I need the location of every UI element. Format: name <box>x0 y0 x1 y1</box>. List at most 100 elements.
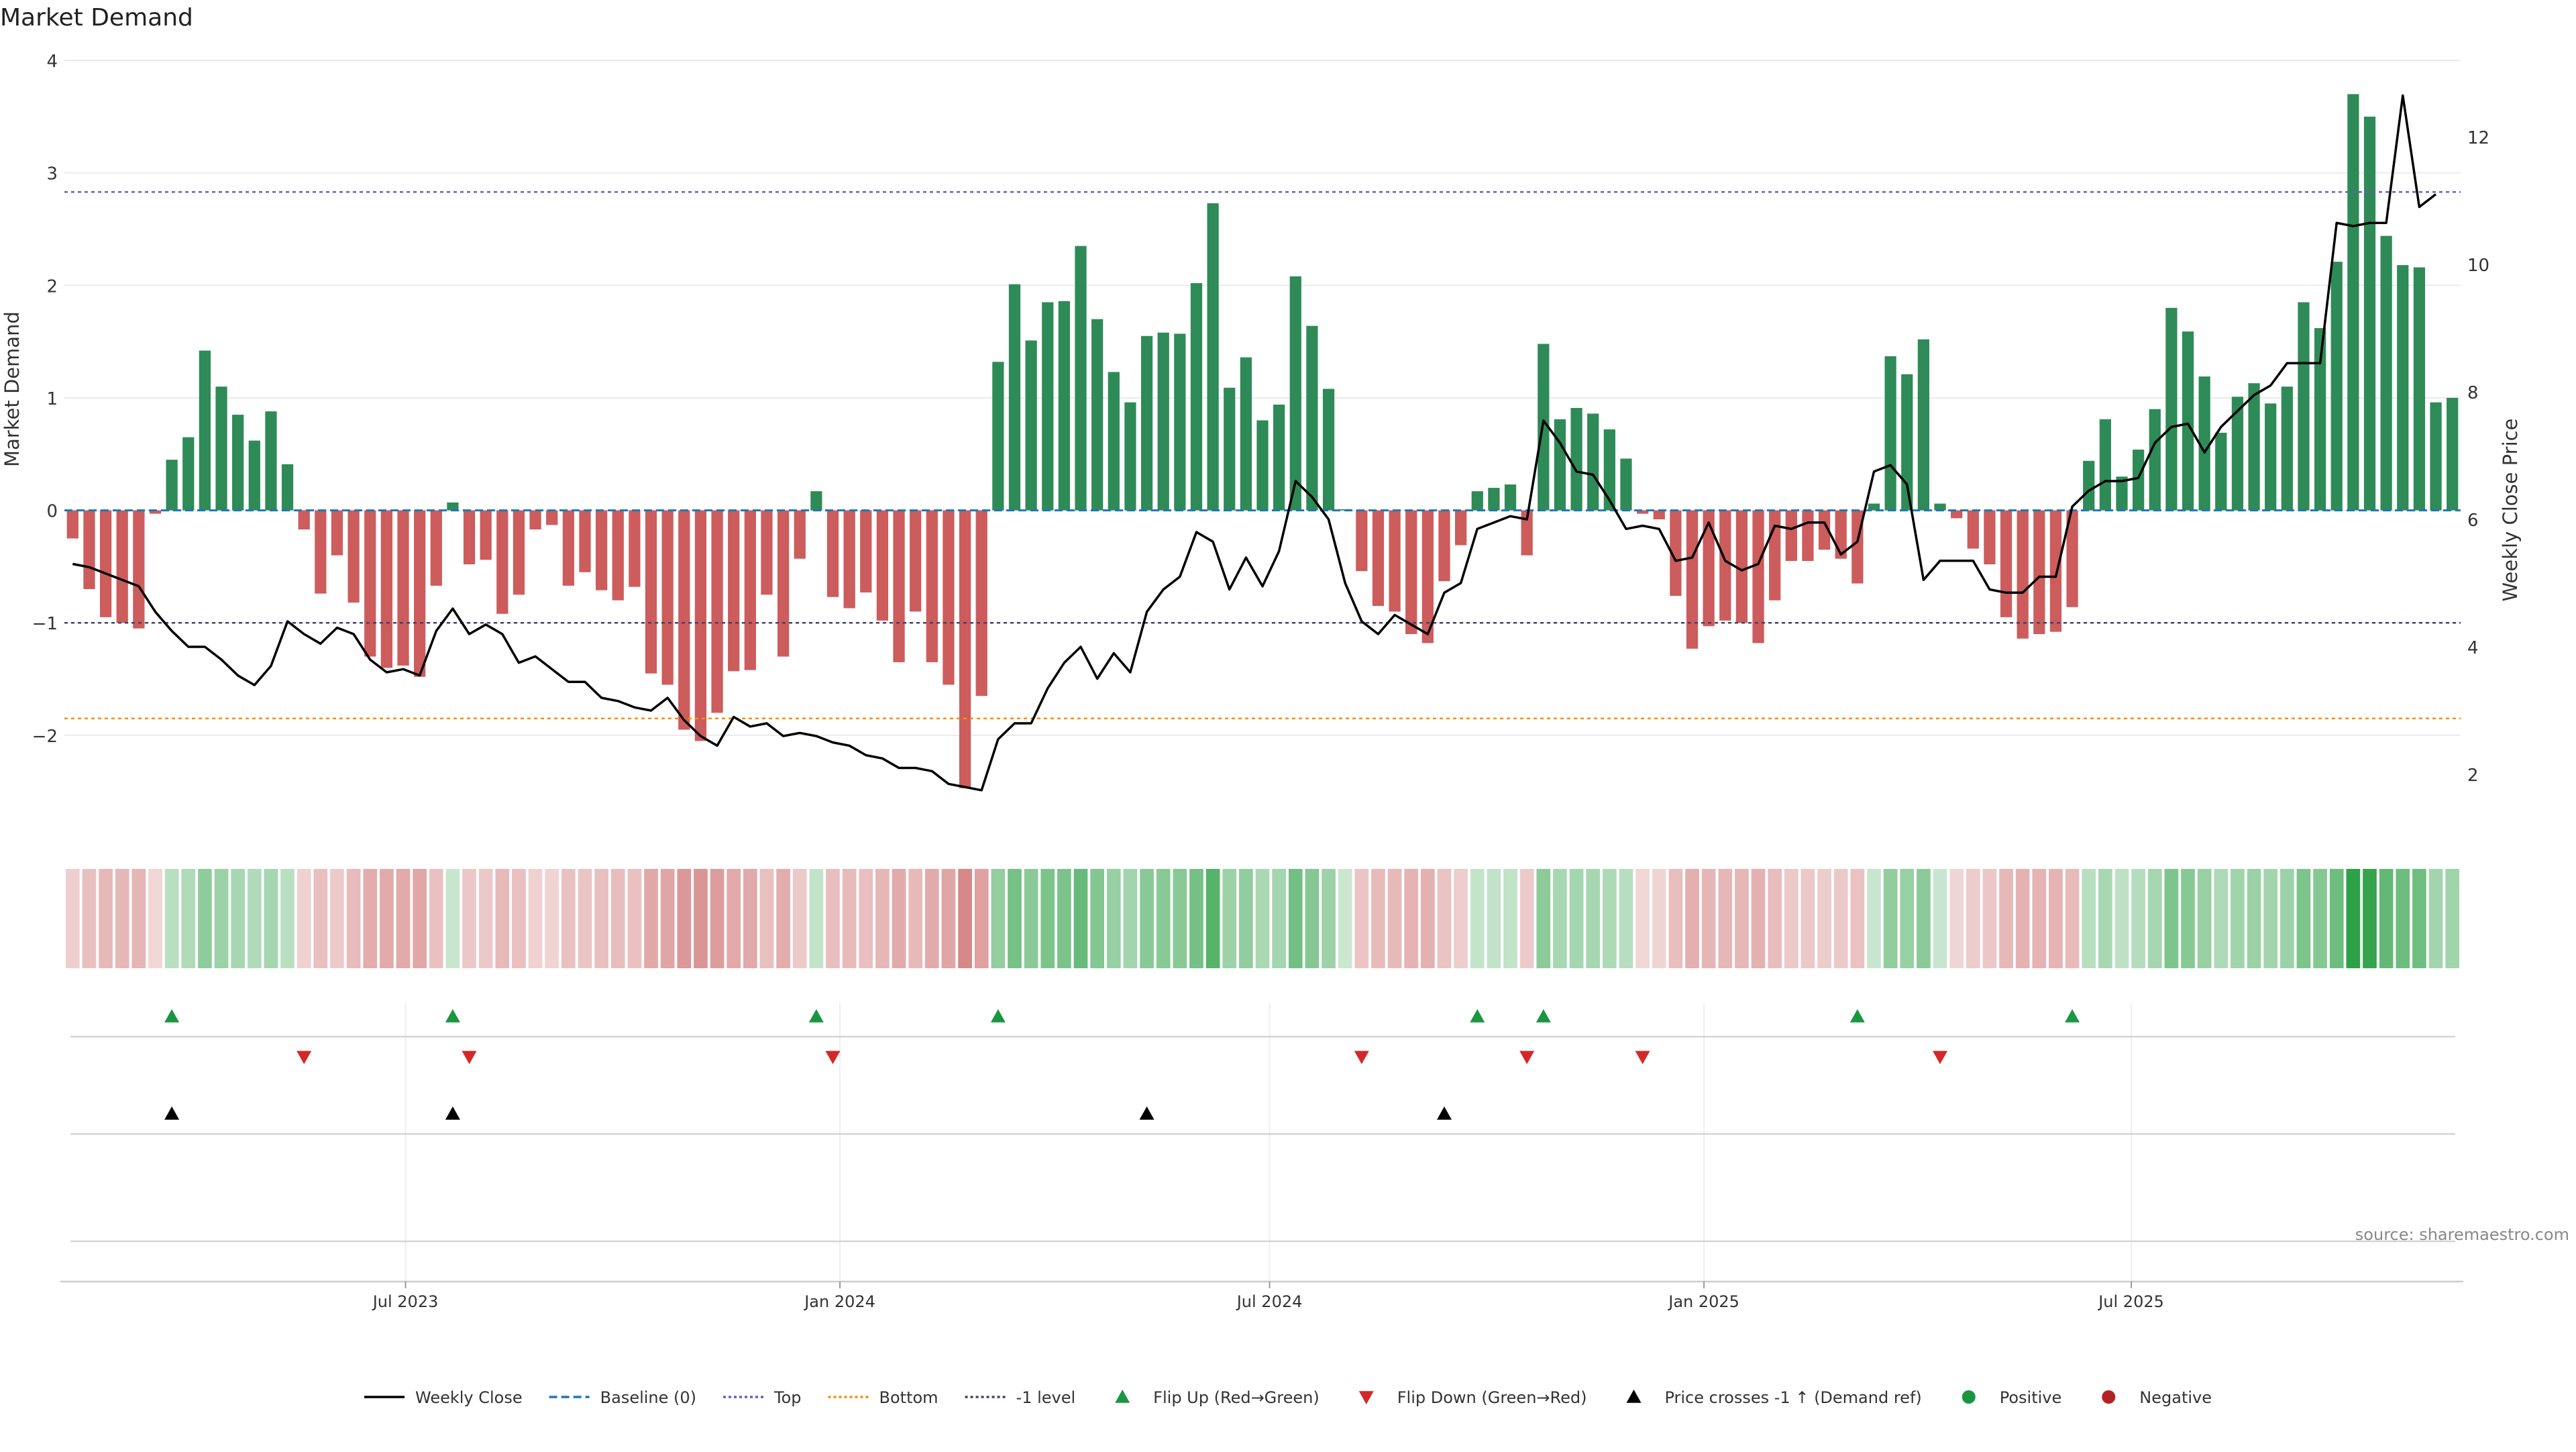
heat-strip-cell <box>528 869 543 968</box>
demand-bar <box>562 510 574 586</box>
demand-bar <box>1636 510 1649 514</box>
heat-strip-cell <box>280 869 294 968</box>
demand-bar <box>1785 510 1797 562</box>
heat-strip-cell <box>610 869 625 968</box>
demand-bar <box>678 510 690 730</box>
heat-strip-cell <box>1123 869 1138 968</box>
heat-strip-cell <box>2346 869 2361 968</box>
heat-strip-cell <box>2065 869 2080 968</box>
legend-item: Flip Down (Green→Red) <box>1358 1388 1587 1407</box>
demand-bar <box>910 510 922 612</box>
demand-bar <box>2248 383 2260 511</box>
heat-strip-cell <box>445 869 460 968</box>
demand-bar <box>447 502 459 511</box>
legend-item: Negative <box>2102 1388 2212 1407</box>
demand-bar <box>397 510 409 666</box>
demand-bar <box>876 510 889 621</box>
demand-bar <box>166 460 178 511</box>
legend-label: Baseline (0) <box>600 1388 696 1407</box>
heat-strip-cell <box>2114 869 2129 968</box>
demand-bar <box>2049 510 2062 632</box>
demand-bar <box>2380 236 2392 511</box>
heat-strip-cell <box>2049 869 2063 968</box>
demand-bar <box>1603 429 1615 511</box>
heat-strip-cell <box>2231 869 2245 968</box>
demand-bar <box>1653 510 1665 519</box>
heat-strip-cell <box>1454 869 1468 968</box>
heat-strip-cell <box>2098 869 2112 968</box>
demand-bar <box>2116 476 2128 511</box>
demand-bar <box>1273 405 1285 511</box>
heat-strip-cell <box>1768 869 1782 968</box>
heat-strip-cell <box>1536 869 1551 968</box>
heat-strip-cell <box>396 869 411 968</box>
heat-strip-cell <box>1487 869 1501 968</box>
demand-bar <box>364 510 376 657</box>
demand-bar <box>2149 409 2161 511</box>
heat-strip-cell <box>82 869 97 968</box>
heat-strip-cell <box>247 869 262 968</box>
heat-strip-cell <box>1668 869 1683 968</box>
demand-bar <box>1240 357 1252 511</box>
heat-strip-cell <box>2214 869 2229 968</box>
legend-label: Price crosses -1 ↑ (Demand ref) <box>1664 1388 1921 1407</box>
heat-strip-cell <box>694 869 708 968</box>
heat-strip-cell <box>1553 869 1567 968</box>
demand-bar <box>347 510 360 603</box>
heat-strip-cell <box>1999 869 2013 968</box>
demand-bar <box>1868 503 1880 511</box>
demand-bar <box>1488 488 1500 511</box>
heat-strip-cell <box>1140 869 1154 968</box>
demand-bar <box>1157 332 1169 511</box>
heat-strip-cell <box>1322 869 1336 968</box>
demand-bar <box>728 510 740 672</box>
demand-bar <box>794 510 806 559</box>
demand-bar <box>298 510 310 530</box>
heat-strip-cell <box>1189 869 1203 968</box>
demand-bar <box>463 510 476 565</box>
heat-strip-cell <box>2445 869 2460 968</box>
heat-strip-cell <box>627 869 642 968</box>
heat-strip-cell <box>164 869 179 968</box>
demand-bar <box>1554 419 1566 511</box>
demand-bar <box>546 510 558 525</box>
demand-bar <box>975 510 987 696</box>
heat-strip-cell <box>115 869 129 968</box>
demand-bar <box>2281 386 2293 511</box>
demand-bar <box>529 510 541 530</box>
demand-bar <box>1224 387 1236 511</box>
heat-strip-cell <box>1569 869 1584 968</box>
demand-bar <box>1735 510 1748 623</box>
x-tick-label: Jul 2024 <box>1236 1292 1303 1311</box>
heat-strip-cell <box>908 869 923 968</box>
price-cross-marker <box>1436 1106 1452 1120</box>
heat-strip-cell <box>131 869 146 968</box>
heat-strip-cell <box>462 869 476 968</box>
demand-bar <box>1769 510 1781 601</box>
heat-strip-cell <box>859 869 873 968</box>
heat-strip-cell <box>1024 869 1038 968</box>
y2-tick-label: 12 <box>2467 128 2489 148</box>
demand-bar <box>1438 510 1450 582</box>
heat-strip-cell <box>1586 869 1601 968</box>
demand-bar <box>83 510 95 589</box>
demand-bar <box>116 510 128 623</box>
heat-strip-cell <box>2015 869 2030 968</box>
demand-bar <box>1934 503 1946 511</box>
demand-bar <box>629 510 641 587</box>
heat-strip-cell <box>2032 869 2047 968</box>
heat-strip-cell <box>2181 869 2195 968</box>
demand-bar <box>1190 282 1203 511</box>
heat-strip-cell <box>2313 869 2327 968</box>
heat-strip-cell <box>2082 869 2096 968</box>
demand-bar <box>315 510 327 594</box>
demand-bar <box>744 510 756 670</box>
heat-strip-cell <box>2296 869 2311 968</box>
flip-down-marker <box>1933 1051 1948 1064</box>
heat-strip-cell <box>148 869 162 968</box>
heat-strip-cell <box>1338 869 1352 968</box>
y2-tick-label: 6 <box>2467 511 2479 531</box>
legend-label: Bottom <box>879 1388 938 1407</box>
weekly-close-line <box>72 94 2437 792</box>
